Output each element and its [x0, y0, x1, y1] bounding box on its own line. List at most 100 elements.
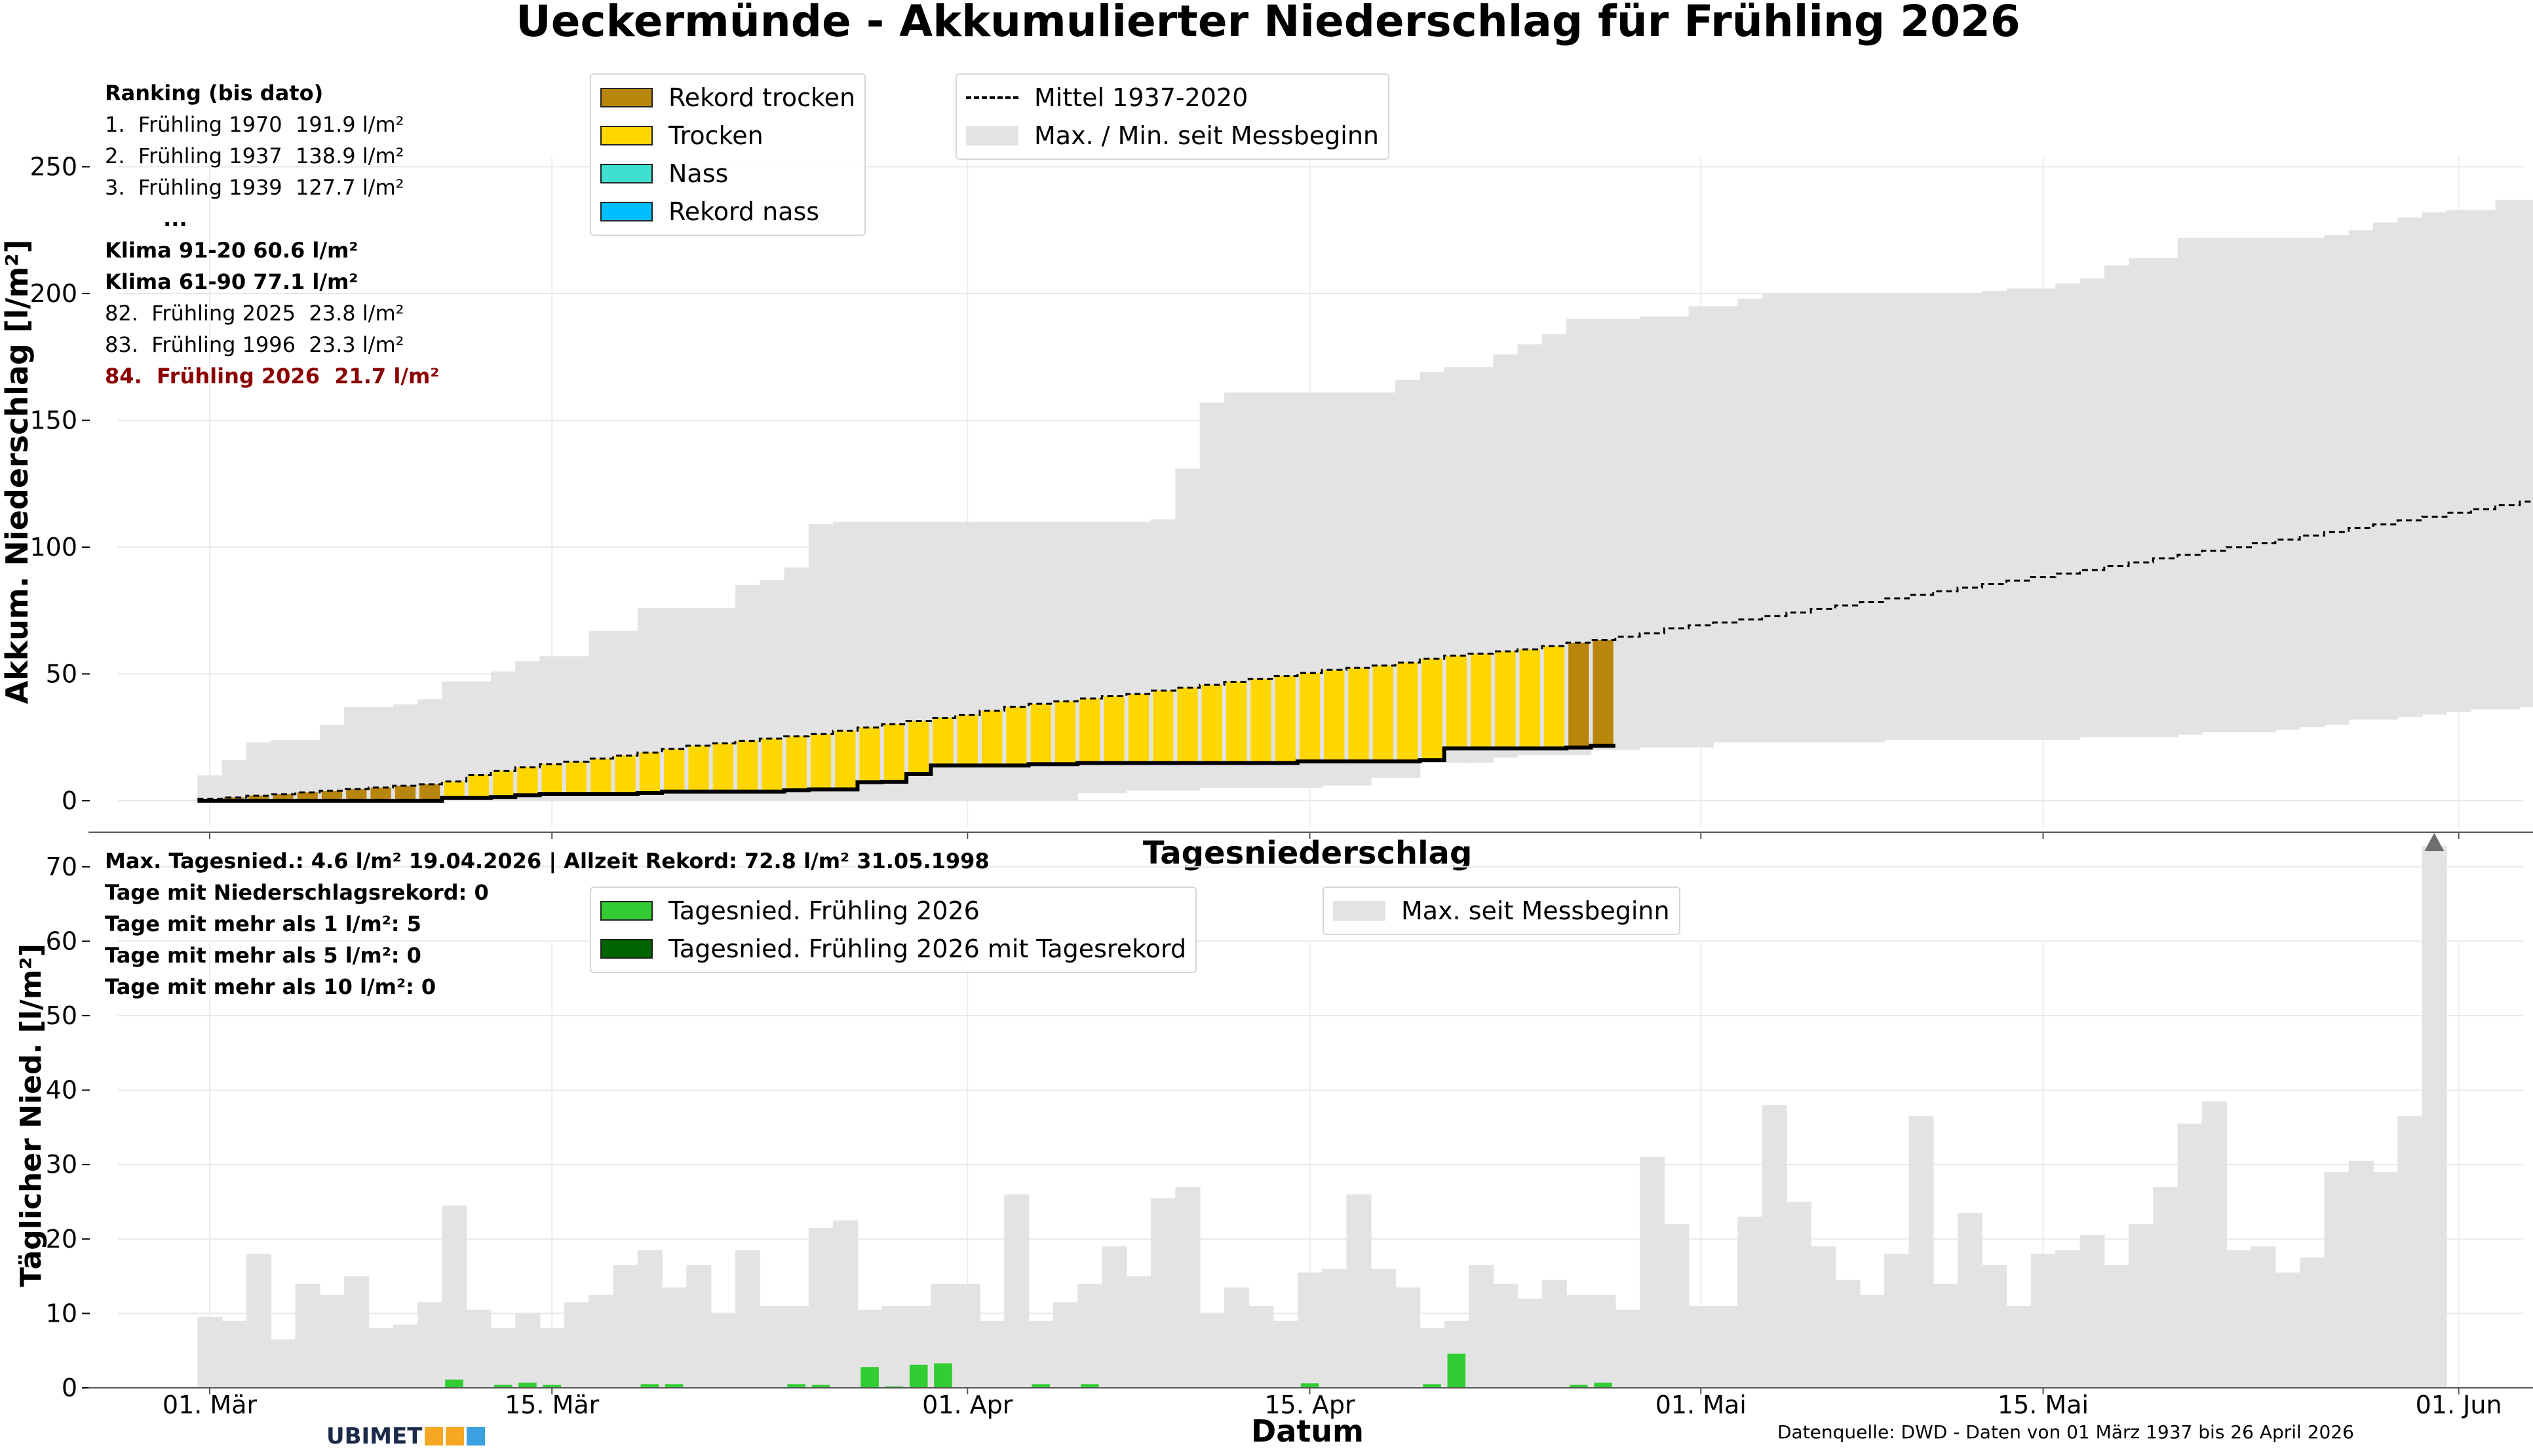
daily-max-bar [2177, 1123, 2203, 1388]
ranking-line: Klima 61-90 77.1 l/m² [105, 269, 358, 294]
ranking-line: Klima 91-20 60.6 l/m² [105, 238, 358, 263]
daily-max-bar [881, 1306, 907, 1388]
daily-max-bar [490, 1328, 516, 1388]
daily-max-bar [246, 1254, 272, 1388]
envelope-step [1982, 291, 2007, 740]
top-legend-reference: Mittel 1937-2020 Max. / Min. seit Messbeg… [956, 73, 1390, 160]
stats-line: Max. Tagesnied.: 4.6 l/m² 19.04.2026 | A… [105, 849, 990, 873]
top-panel: 0 50 100 150 200 250 Akkum. Niederschlag [l/m… [0, 153, 2533, 839]
accumulated-bar [1495, 651, 1516, 749]
accumulated-bar [737, 740, 758, 792]
envelope-step [2153, 258, 2178, 738]
logo-drop-icon [467, 1427, 486, 1446]
daily-max-bar [833, 1220, 859, 1388]
bottom-legend-label: Tagesnied. Frühling 2026 [668, 896, 980, 925]
envelope-step [393, 704, 418, 801]
bottom-legend-entry: Tagesnied. Frühling 2026 [600, 892, 1186, 930]
daily-max-bar [1273, 1320, 1298, 1388]
envelope-step [1811, 294, 1836, 742]
daily-max-bar [1811, 1246, 1836, 1388]
envelope-step [2030, 288, 2056, 740]
accumulated-bar [1568, 642, 1589, 748]
bottom-y-ticks: 0 10 20 30 40 50 60 70 [46, 853, 90, 1402]
ranking-line: ... [105, 206, 187, 231]
bottom-ytick-label: 0 [62, 1373, 77, 1402]
daily-max-bar [2397, 1116, 2423, 1388]
daily-max-bar [808, 1227, 834, 1388]
bottom-ytick-label: 50 [46, 1001, 77, 1030]
daily-max-bar [1468, 1265, 1494, 1388]
accumulated-bar [1397, 662, 1418, 762]
daily-max-bar [344, 1276, 370, 1388]
daily-max-bar [1908, 1116, 1934, 1388]
envelope-step [368, 706, 394, 801]
daily-max-bar [2079, 1235, 2105, 1388]
daily-max-bar [1395, 1287, 1421, 1388]
accumulated-bar [1201, 685, 1222, 763]
accumulated-bar [468, 775, 489, 798]
envelope-step [2129, 258, 2154, 738]
top-accumulated-bars [199, 640, 1614, 801]
envelope-step [2373, 222, 2399, 720]
envelope-step [1737, 298, 1763, 742]
envelope-step [2495, 199, 2521, 710]
top-legend-entry: Rekord trocken [600, 79, 855, 117]
envelope-step [2519, 199, 2533, 707]
envelope-step [2300, 237, 2325, 727]
accumulated-bar [566, 761, 587, 794]
daily-max-bar [417, 1302, 443, 1388]
top-legend-swatch [600, 88, 653, 107]
daily-max-bar [637, 1250, 663, 1388]
bottom-legend-max: Max. seit Messbeginn [1323, 887, 1680, 935]
daily-max-bar [710, 1313, 736, 1388]
accumulated-bar [1324, 670, 1345, 762]
daily-max-bar [1297, 1272, 1323, 1388]
envelope-step [2104, 265, 2129, 738]
bottom-legend-label: Tagesnied. Frühling 2026 mit Tagesrekord [668, 934, 1187, 963]
envelope-step [1688, 306, 1714, 748]
accumulated-bar [1104, 696, 1125, 763]
accumulated-bar [639, 752, 661, 794]
daily-bar-2026 [665, 1384, 684, 1388]
accumulated-bar [883, 724, 905, 782]
top-y-ticks: 0 50 100 150 200 250 [29, 153, 90, 815]
envelope-step [2348, 230, 2374, 720]
daily-max-bar [1322, 1269, 1347, 1388]
bottom-daily-bars [197, 832, 2447, 1388]
accumulated-bar [762, 738, 783, 792]
accumulated-bar [664, 749, 685, 792]
envelope-step [2275, 237, 2300, 730]
accumulated-bar [346, 789, 367, 801]
daily-max-bar [979, 1320, 1005, 1388]
daily-max-bar [1982, 1265, 2007, 1388]
daily-max-bar [2226, 1250, 2252, 1388]
top-legend-swatch [600, 202, 653, 221]
daily-max-bar [2030, 1254, 2056, 1388]
daily-bar-2026 [1594, 1383, 1612, 1388]
alltime-record-marker [2424, 832, 2445, 851]
envelope-step [2324, 235, 2349, 725]
daily-max-bar [222, 1320, 247, 1388]
daily-max-bar [2300, 1257, 2325, 1388]
envelope-step [1957, 294, 1983, 740]
bottom-legend-max-label: Max. seit Messbeginn [1401, 896, 1670, 925]
top-ytick-label: 50 [46, 660, 77, 689]
envelope-step [1884, 294, 1910, 740]
top-legend-swatch [600, 126, 653, 145]
envelope-step [222, 760, 247, 801]
accumulated-bar [1275, 676, 1296, 763]
daily-max-bar [1028, 1320, 1054, 1388]
envelope-step [319, 724, 345, 801]
daily-bar-2026 [885, 1386, 904, 1388]
ranking-list: Ranking (bis dato) 1. Frühling 1970 191.9… [105, 77, 439, 392]
daily-max-bar [1640, 1157, 1665, 1388]
envelope-step [1908, 294, 1934, 740]
top-ytick-label: 0 [62, 786, 77, 815]
chart-title: Ueckermünde - Akkumulierter Niederschlag… [516, 0, 2021, 47]
top-legend-entry: Trocken [600, 117, 855, 155]
accumulated-bar [1543, 645, 1565, 749]
bottom-x-axis-label: Datum [1251, 1413, 1364, 1449]
daily-max-bar [1591, 1295, 1616, 1388]
daily-max-bar [1762, 1105, 1787, 1388]
